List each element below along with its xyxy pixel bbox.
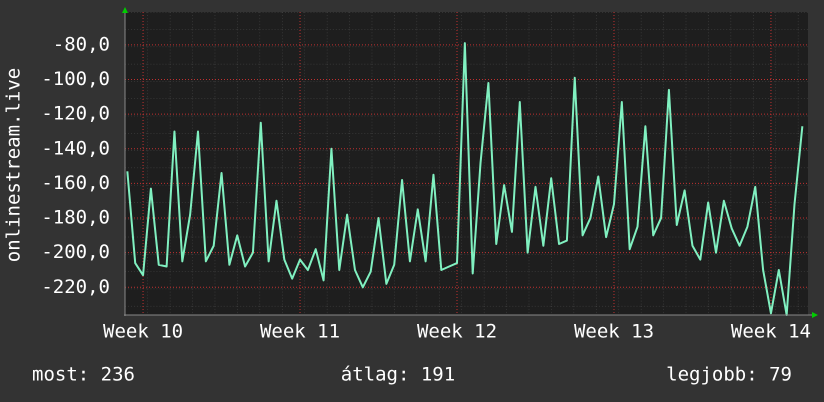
y-axis-arrow	[122, 7, 128, 13]
x-tick-label: Week 13	[574, 321, 654, 343]
stat-best: legjobb: 79	[666, 364, 792, 386]
y-tick-label: -120,0	[41, 103, 110, 125]
y-axis-label: onlinestream.live	[3, 68, 25, 262]
x-axis-arrow	[812, 312, 818, 318]
x-tick-label: Week 10	[103, 321, 183, 343]
minor-grid	[125, 12, 808, 315]
stat-current: most: 236	[32, 364, 135, 386]
x-tick-label: Week 11	[260, 321, 340, 343]
y-tick-label: -140,0	[41, 137, 110, 159]
y-tick-label: -200,0	[41, 241, 110, 263]
y-tick-label: -100,0	[41, 68, 110, 90]
y-tick-label: -80,0	[53, 33, 110, 55]
y-tick-label: -220,0	[41, 276, 110, 298]
y-tick-label: -180,0	[41, 207, 110, 229]
x-tick-label: Week 14	[731, 321, 811, 343]
data-line	[126, 42, 804, 316]
x-tick-label: Week 12	[417, 321, 497, 343]
stat-average: átlag: 191	[341, 364, 455, 386]
y-tick-label: -160,0	[41, 172, 110, 194]
